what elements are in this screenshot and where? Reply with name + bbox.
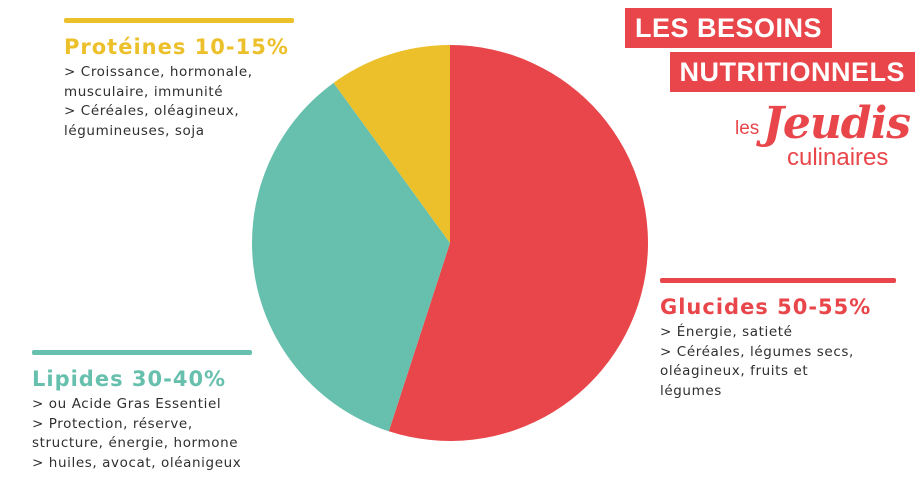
proteines-heading: Protéines 10-15% — [64, 35, 289, 59]
proteines-line: légumineuses, soja — [64, 122, 205, 139]
pie-slice-0 — [388, 45, 648, 442]
glucides-rule — [660, 278, 896, 283]
proteines-rule — [64, 18, 294, 23]
proteines-line: musculaire, immunité — [64, 83, 224, 100]
title-line-2: NUTRITIONNELS — [669, 52, 915, 92]
glucides-line: > Énergie, satieté — [660, 324, 793, 340]
logo-les: les — [735, 118, 760, 139]
lipides-line: > huiles, avocat, oléanigeux — [32, 454, 242, 471]
proteines-line: > Céréales, oléagineux, — [64, 103, 240, 119]
lipides-block: Lipides 30-40% > ou Acide Gras Essentiel… — [32, 350, 252, 473]
glucides-heading: Glucides 50-55% — [660, 295, 872, 319]
glucides-line: légumes — [660, 382, 722, 399]
proteines-block: Protéines 10-15% > Croissance, hormonale… — [64, 18, 294, 141]
lipides-line: > ou Acide Gras Essentiel — [32, 396, 222, 412]
lipides-line: structure, énergie, hormone — [32, 435, 239, 451]
glucides-line: > Céréales, légumes secs, — [660, 343, 854, 360]
logo-jeudis: Jeudis — [763, 98, 911, 149]
title-badge: LES BESOINS NUTRITIONNELS — [625, 8, 915, 96]
glucides-block: Glucides 50-55% > Énergie, satieté > Cér… — [660, 278, 896, 401]
logo-culinaires: culinaires — [787, 144, 889, 171]
lipides-heading: Lipides 30-40% — [32, 367, 227, 391]
jeudis-culinaires-logo: les Jeudis culinaires — [735, 98, 915, 180]
title-line-1: LES BESOINS — [625, 8, 833, 48]
pie-slice-1 — [252, 82, 450, 432]
lipides-line: > Protection, réserve, — [32, 415, 193, 432]
pie-slice-2 — [333, 45, 450, 243]
glucides-line: oléagineux, fruits et — [660, 363, 809, 379]
proteines-line: > Croissance, hormonale, — [64, 64, 253, 80]
lipides-rule — [32, 350, 252, 355]
